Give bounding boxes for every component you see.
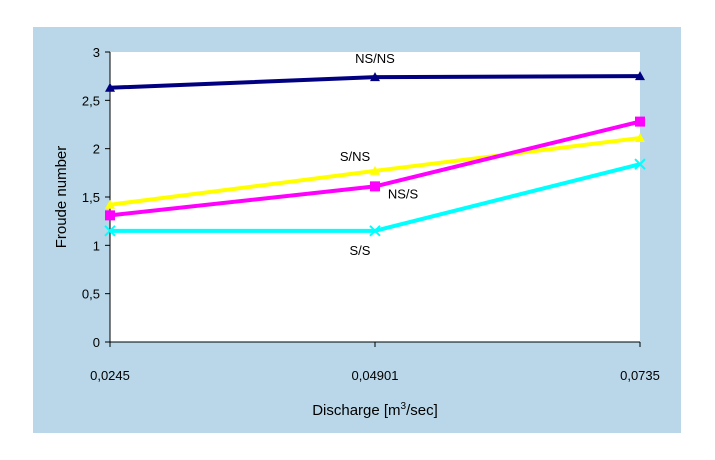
y-tick-label: 2,5 — [82, 93, 100, 108]
data-point — [635, 116, 645, 127]
y-tick-label: 1,5 — [82, 190, 100, 205]
x-axis-ticks: 0,0245 0,04901 0,0735 — [90, 342, 660, 383]
series-layer — [104, 71, 646, 237]
data-point — [370, 181, 380, 192]
x-tick-label: 0,04901 — [352, 368, 399, 383]
y-tick-label: 0 — [93, 335, 100, 350]
x-tick-label: 0,0245 — [90, 368, 130, 383]
data-point — [105, 199, 115, 209]
y-tick-label: 2 — [93, 142, 100, 157]
x-tick-label: 0,0735 — [620, 368, 660, 383]
data-point — [370, 72, 380, 82]
series-labels: NS/NS S/NS NS/S S/S — [340, 51, 419, 258]
data-point — [105, 210, 115, 221]
data-point — [105, 82, 115, 92]
plot-area — [110, 52, 640, 342]
data-point — [369, 225, 381, 237]
y-tick-label: 3 — [93, 45, 100, 60]
x-axis-title: Discharge [m3/sec] — [312, 401, 438, 419]
series-label: NS/S — [388, 186, 419, 201]
data-point — [635, 133, 645, 143]
data-point — [370, 165, 380, 175]
series-label: S/NS — [340, 149, 371, 164]
series-label: S/S — [350, 243, 371, 258]
data-point — [635, 71, 645, 81]
y-axis-ticks: 0 0,5 1 1,5 2 2,5 3 — [82, 45, 110, 350]
data-point — [104, 225, 116, 237]
y-axis-title: Froude number — [53, 146, 70, 249]
y-tick-label: 0,5 — [82, 287, 100, 302]
series-label: NS/NS — [355, 51, 395, 66]
y-tick-label: 1 — [93, 238, 100, 253]
data-point — [634, 158, 646, 170]
